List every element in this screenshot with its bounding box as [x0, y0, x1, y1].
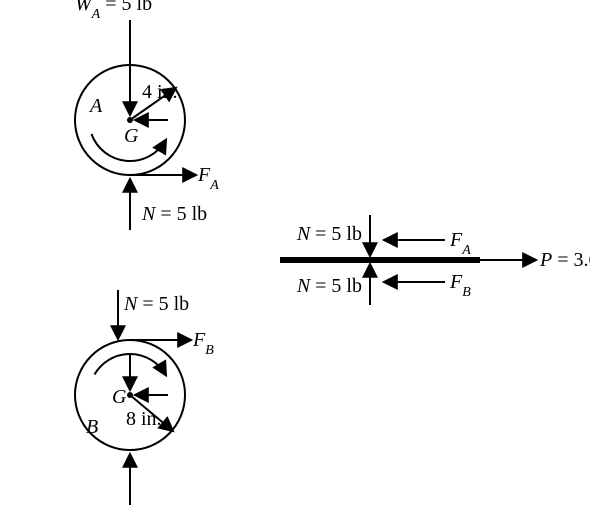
disk-a: 4 in. A G WA = 5 lb FA N = 5 lb	[75, 0, 219, 230]
disk-b-friction-label: FB	[192, 329, 214, 358]
disk-a-friction-label: FA	[197, 164, 219, 193]
disk-a-weight-label: WA = 5 lb	[75, 0, 152, 22]
board-friction-b-label: FB	[449, 271, 471, 300]
board-fbd: N = 5 lb FA N = 5 lb FB P = 3.6 lb	[280, 215, 590, 305]
board-normal-bot-label: N = 5 lb	[296, 275, 362, 297]
disk-a-center-label: G	[124, 125, 139, 147]
board-friction-a-label: FA	[449, 229, 471, 258]
disk-b-normal-top-label: N = 5 lb	[123, 293, 189, 315]
disk-a-radius-label: 4 in.	[142, 81, 178, 103]
disk-b-body-label: B	[86, 416, 98, 438]
free-body-diagram: 4 in. A G WA = 5 lb FA N = 5 lb 8 in. B …	[0, 0, 590, 513]
disk-a-normal-label: N = 5 lb	[141, 203, 207, 225]
board-normal-top-label: N = 5 lb	[296, 223, 362, 245]
disk-b-radius-label: 8 in.	[126, 408, 162, 430]
disk-a-body-label: A	[88, 95, 103, 117]
board-p-label: P = 3.6 lb	[539, 249, 590, 271]
disk-b: 8 in. B G N = 5 lb FB	[75, 290, 214, 505]
disk-b-center-label: G	[112, 386, 127, 408]
